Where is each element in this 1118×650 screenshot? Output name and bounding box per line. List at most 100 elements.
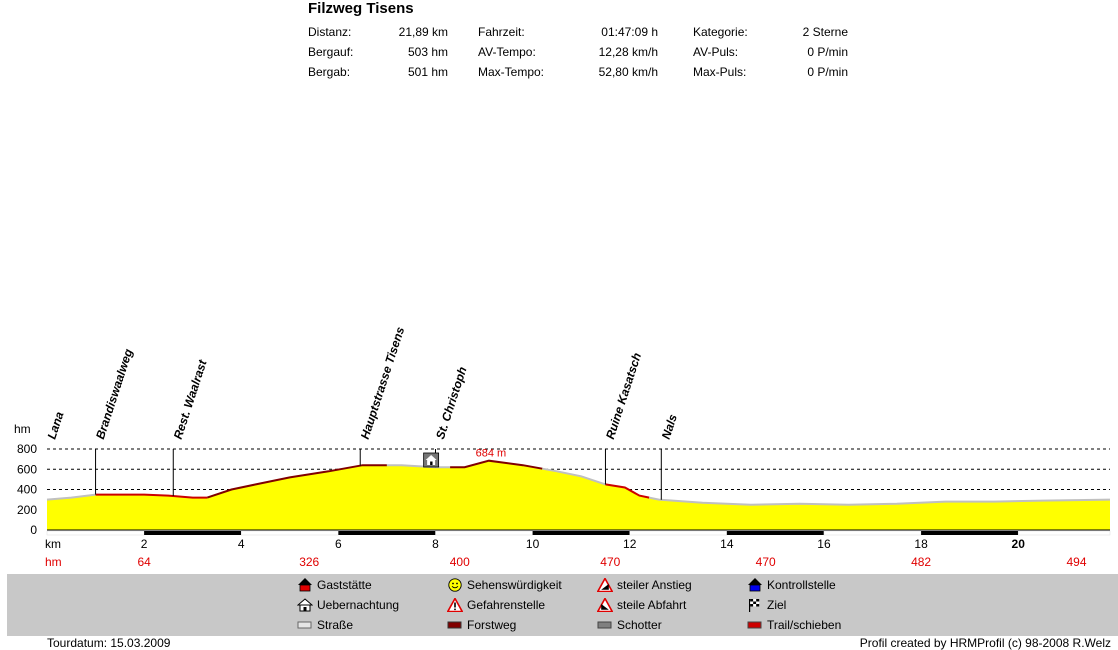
x-tick-label: 12 <box>623 537 637 551</box>
km-scale-bar <box>435 530 533 536</box>
km-scale-bar <box>240 530 339 536</box>
stat-label: AV-Puls: <box>693 45 739 59</box>
hm-row-value: 494 <box>1066 555 1086 569</box>
credits: Profil created by HRMProfil (c) 98-2008 … <box>859 636 1111 650</box>
profile-segment <box>450 459 543 470</box>
legend-label: steiler Anstieg <box>617 578 692 592</box>
km-scale-bar <box>726 531 824 535</box>
hm-row-value: 470 <box>756 555 776 569</box>
waypoint-label: Lana <box>45 410 67 441</box>
stat-value: 52,80 km/h <box>598 65 658 79</box>
house-icon <box>298 578 312 592</box>
chart-title: Filzweg Tisens <box>308 0 414 17</box>
legend-label: Straße <box>317 618 354 632</box>
x-tick-label: 8 <box>432 537 439 551</box>
x-tick-label: 16 <box>817 537 831 551</box>
x-tick-label: 18 <box>914 537 928 551</box>
waypoint-label: St. Christoph <box>433 365 470 441</box>
y-tick-label: 0 <box>30 523 37 537</box>
warning-up-icon <box>597 578 613 592</box>
legend-label: Gaststätte <box>317 578 372 592</box>
km-scale-bar <box>629 530 728 536</box>
stat-value: 21,89 km <box>398 25 448 39</box>
hut-icon <box>297 598 313 612</box>
legend-label: Uebernachtung <box>317 598 400 612</box>
km-scale-bar <box>46 530 145 536</box>
waypoint-label: Brandiswaalweg <box>93 347 136 441</box>
hm-row-value: 400 <box>450 555 470 569</box>
y-tick-label: 200 <box>17 503 37 517</box>
y-tick-label: 800 <box>17 442 37 456</box>
km-scale-bar <box>1017 530 1111 536</box>
km-scale-bar <box>338 531 436 535</box>
forstweg-swatch-icon <box>447 621 462 629</box>
km-scale-bar <box>144 531 242 535</box>
profile-segment <box>605 483 650 499</box>
max-elevation-label: 684 m <box>476 448 507 460</box>
km-scale-bar <box>921 531 1019 535</box>
stat-label: AV-Tempo: <box>478 45 536 59</box>
x-tick-label: 20 <box>1012 537 1026 551</box>
strasse-swatch-icon <box>297 621 312 629</box>
legend-label: steile Abfahrt <box>617 598 687 612</box>
stat-value: 501 hm <box>407 65 448 79</box>
waypoint-label: Nals <box>659 412 680 441</box>
stat-label: Kategorie: <box>693 25 748 39</box>
legend-label: Ziel <box>767 598 787 612</box>
x-tick-label: 10 <box>526 537 540 551</box>
stat-value: 2 Sterne <box>802 25 848 39</box>
profile-segment <box>648 496 1111 506</box>
trail-swatch-icon <box>747 621 762 629</box>
legend: Gaststätte Sehenswürdigkeit steiler Anst… <box>7 574 1118 636</box>
x-tick-label: 14 <box>720 537 734 551</box>
waypoint-label: Ruine Kasatsch <box>603 351 644 441</box>
legend-label: Forstweg <box>467 618 517 632</box>
profile-segment <box>386 464 451 469</box>
x-tick-label: 2 <box>141 537 148 551</box>
waypoint-label: Rest. Waalrast <box>171 357 210 441</box>
warning-down-icon <box>597 598 613 612</box>
hm-row-label: hm <box>45 555 62 569</box>
hm-row-value: 470 <box>600 555 620 569</box>
profile-segment <box>95 493 208 499</box>
smiley-icon <box>448 578 462 592</box>
house-blue-icon <box>748 578 762 592</box>
y-axis-label: hm <box>14 422 31 436</box>
stat-label: Max-Tempo: <box>478 65 545 79</box>
elevation-profile-chart: 0 200 400 600 800 hm km 2 4 6 8 10 12 14 16 18 20 hm 64 326… <box>14 325 1111 569</box>
profile-segment <box>542 467 606 486</box>
stat-label: Distanz: <box>308 25 352 39</box>
km-scale-bar <box>823 530 922 536</box>
y-tick-label: 400 <box>17 483 37 497</box>
stat-value: 0 P/min <box>807 45 848 59</box>
legend-label: Gefahrenstelle <box>467 598 546 612</box>
profile-segment <box>46 493 96 501</box>
profile-segment <box>206 464 387 499</box>
stat-label: Fahrzeit: <box>478 25 525 39</box>
legend-label: Schotter <box>617 618 662 632</box>
y-tick-label: 600 <box>17 462 37 476</box>
stat-value: 503 hm <box>407 45 448 59</box>
stat-label: Bergab: <box>308 65 351 79</box>
stat-label: Bergauf: <box>308 45 354 59</box>
elevation-area <box>47 460 1110 530</box>
legend-label: Sehenswürdigkeit <box>467 578 562 592</box>
legend-label: Kontrollstelle <box>767 578 836 592</box>
km-scale-bar <box>532 531 630 535</box>
x-tick-label: 6 <box>335 537 342 551</box>
waypoint-label: Hauptstrasse Tisens <box>358 325 408 441</box>
hm-row-value: 64 <box>137 555 151 569</box>
hut-icon <box>423 452 440 468</box>
warning-icon <box>447 598 463 612</box>
x-axis-label: km <box>45 537 61 551</box>
legend-label: Trail/schieben <box>767 618 842 632</box>
x-tick-label: 4 <box>238 537 245 551</box>
stat-value: 0 P/min <box>807 65 848 79</box>
stat-value: 01:47:09 h <box>601 25 658 39</box>
stat-label: Max-Puls: <box>693 65 747 79</box>
schotter-swatch-icon <box>597 621 612 629</box>
stat-value: 12,28 km/h <box>598 45 658 59</box>
tour-date: Tourdatum: 15.03.2009 <box>47 636 171 650</box>
hm-row-value: 482 <box>911 555 931 569</box>
hm-row-value: 326 <box>299 555 319 569</box>
